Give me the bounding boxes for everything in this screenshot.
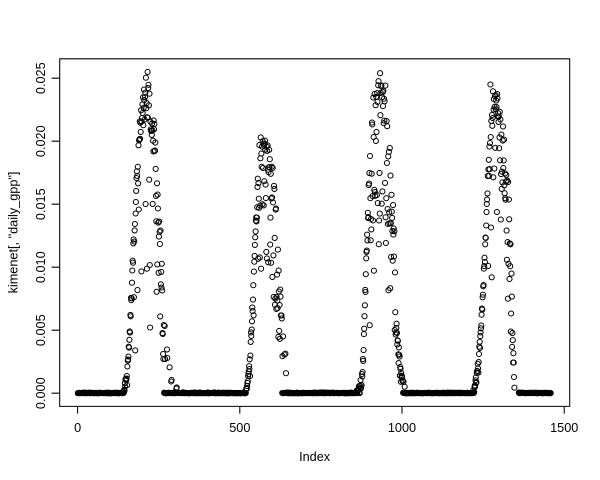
svg-text:1500: 1500 (550, 421, 578, 435)
svg-text:0: 0 (74, 421, 81, 435)
svg-text:kimenet[, "daily_gpp"]: kimenet[, "daily_gpp"] (7, 172, 21, 294)
svg-text:500: 500 (229, 421, 250, 435)
svg-text:1000: 1000 (388, 421, 416, 435)
svg-text:Index: Index (299, 450, 331, 464)
svg-text:0.025: 0.025 (34, 62, 48, 94)
svg-text:0.015: 0.015 (34, 188, 48, 220)
svg-text:0.000: 0.000 (34, 377, 48, 409)
svg-text:0.010: 0.010 (34, 251, 48, 283)
svg-text:0.020: 0.020 (34, 125, 48, 157)
svg-text:0.005: 0.005 (34, 314, 48, 346)
